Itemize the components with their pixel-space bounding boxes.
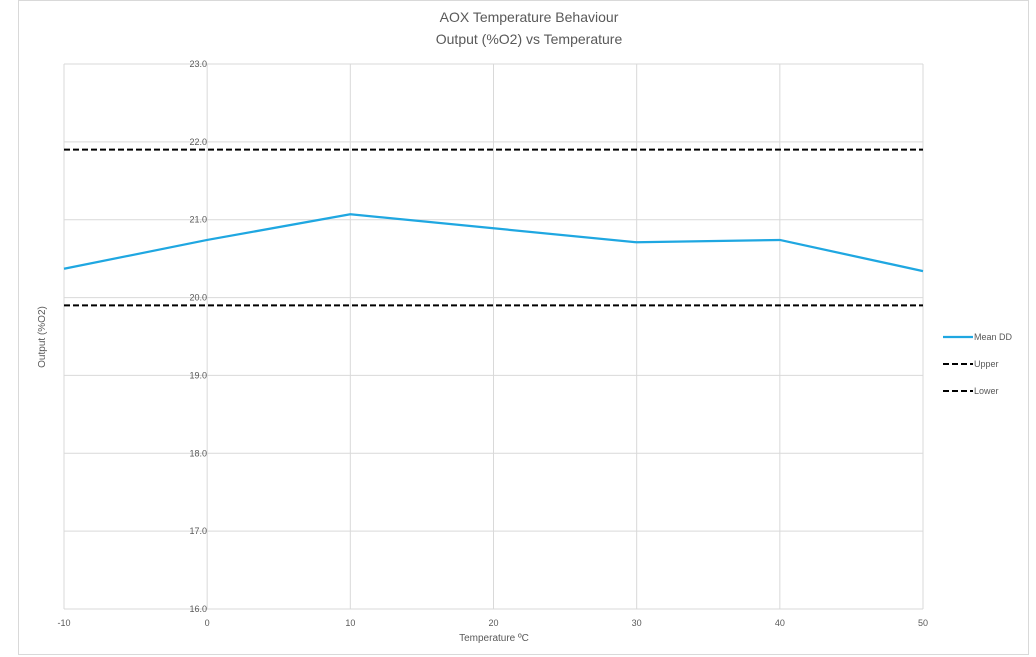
legend-label: Upper: [974, 359, 999, 369]
x-tick-label: -10: [57, 618, 70, 628]
y-tick-label: 22.0: [189, 137, 207, 147]
x-tick-label: 10: [345, 618, 355, 628]
chart-title: AOX Temperature Behaviour: [440, 9, 619, 25]
y-tick-label: 19.0: [189, 370, 207, 380]
y-tick-labels: 16.0 17.0 18.0 19.0 20.0 21.0 22.0 23.0: [189, 59, 207, 614]
y-axis-title: Output (%O2): [37, 306, 48, 368]
y-tick-label: 18.0: [189, 448, 207, 458]
y-tick-label: 16.0: [189, 604, 207, 614]
legend-label: Lower: [974, 386, 999, 396]
legend: Mean DD Upper Lower: [943, 332, 1013, 396]
y-tick-label: 23.0: [189, 59, 207, 69]
x-tick-label: 0: [205, 618, 210, 628]
legend-label: Mean DD: [974, 332, 1013, 342]
y-tick-label: 20.0: [189, 293, 207, 303]
x-tick-labels: -10 0 10 20 30 40 50: [57, 618, 928, 628]
gridlines: [63, 63, 924, 610]
x-tick-label: 30: [632, 618, 642, 628]
x-axis-title: Temperature ºC: [459, 633, 529, 644]
chart-subtitle: Output (%O2) vs Temperature: [436, 31, 623, 47]
y-tick-label: 21.0: [189, 215, 207, 225]
chart-frame: [18, 0, 1029, 655]
x-tick-label: 40: [775, 618, 785, 628]
series-lines: [63, 148, 924, 307]
x-tick-label: 50: [918, 618, 928, 628]
x-tick-label: 20: [488, 618, 498, 628]
series-line-mean-dd: [63, 213, 924, 273]
y-tick-label: 17.0: [189, 526, 207, 536]
